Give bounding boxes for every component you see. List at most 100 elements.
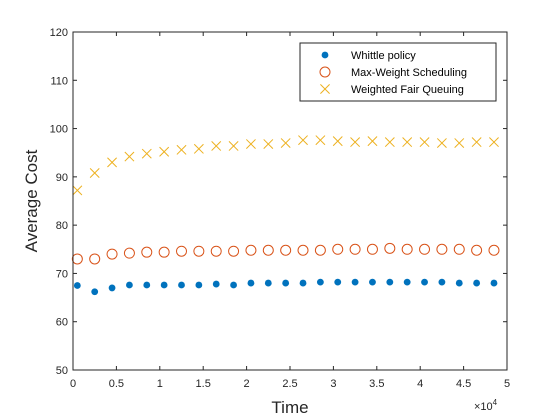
data-point: [419, 243, 431, 255]
data-point: [176, 245, 187, 257]
data-point: [419, 137, 430, 148]
x-exponent-label: ×104: [474, 398, 498, 413]
data-point: [489, 137, 499, 148]
x-tick-label: 1.5: [196, 378, 211, 390]
data-point: [401, 243, 413, 255]
legend-marker: [321, 51, 329, 59]
data-point: [334, 278, 342, 286]
data-point: [176, 144, 187, 155]
data-point: [141, 246, 153, 258]
data-point: [108, 284, 116, 292]
data-point: [212, 280, 220, 288]
data-point: [228, 141, 239, 151]
data-point: [453, 243, 465, 255]
data-point: [280, 244, 292, 256]
x-tick-label: 0.5: [109, 378, 124, 390]
data-point: [454, 138, 465, 149]
y-axis-label: Average Cost: [22, 149, 41, 252]
axis-ticks: 0 0.5 1 1.5 2 2.5 3 3.5 4 4.5 5 50 60 70 80 90 100 110 120: [50, 27, 510, 390]
data-point: [72, 185, 83, 196]
data-point: [107, 157, 118, 168]
y-tick-label: 80: [56, 220, 68, 232]
legend-marker: [320, 84, 330, 94]
legend-entry: Max-Weight Scheduling: [351, 67, 467, 79]
data-point: [421, 278, 428, 286]
data-point: [262, 244, 274, 256]
data-point: [386, 278, 394, 286]
x-tick-label: 5: [504, 378, 510, 390]
x-tick-label: 4: [417, 378, 423, 390]
data-point: [141, 148, 152, 159]
data-point: [178, 281, 185, 289]
data-point: [282, 279, 290, 287]
legend: Whittle policy Max-Weight Scheduling Weigh…: [299, 42, 497, 102]
x-axis-label: Time: [271, 398, 308, 417]
data-point: [195, 281, 203, 289]
data-point: [126, 281, 133, 289]
data-point: [366, 243, 378, 255]
data-point: [71, 253, 83, 265]
data-point: [471, 244, 483, 256]
data-point: [91, 288, 99, 296]
data-point: [350, 137, 361, 148]
data-point: [473, 279, 481, 287]
legend-marker: [319, 66, 331, 78]
data-point: [89, 253, 101, 265]
data-marks: [71, 135, 500, 296]
data-point: [332, 243, 344, 255]
data-point: [384, 242, 396, 254]
y-tick-label: 90: [56, 172, 68, 184]
data-point: [351, 278, 359, 286]
data-point: [106, 248, 118, 260]
data-point: [123, 247, 135, 259]
x-tick-label: 3.5: [369, 378, 384, 390]
data-point: [159, 146, 170, 157]
data-point: [247, 279, 255, 287]
y-tick-label: 100: [50, 124, 68, 136]
data-point: [143, 281, 151, 289]
data-point: [193, 143, 204, 154]
x-tick-label: 3: [330, 378, 336, 390]
data-point: [160, 281, 168, 289]
x-tick-label: 4.5: [456, 378, 471, 390]
legend-entry: Weighted Fair Queuing: [351, 84, 464, 96]
data-point: [245, 139, 256, 149]
x-tick-label: 0: [70, 378, 76, 390]
data-point: [455, 279, 463, 287]
data-point: [210, 245, 222, 257]
data-point: [228, 245, 240, 257]
series-2: [72, 135, 499, 196]
data-point: [124, 151, 135, 162]
y-tick-label: 110: [50, 75, 68, 87]
data-point: [245, 244, 257, 256]
x-tick-label: 1: [157, 378, 163, 390]
x-tick-label: 2.5: [282, 378, 297, 390]
data-point: [471, 137, 482, 148]
x-exponent-power: 4: [493, 398, 498, 407]
data-point: [490, 279, 498, 287]
data-point: [230, 281, 237, 289]
x-tick-label: 2: [244, 378, 250, 390]
y-tick-label: 50: [56, 365, 68, 377]
legend-entry: Whittle policy: [351, 50, 416, 62]
y-tick-label: 120: [50, 27, 68, 39]
data-point: [402, 137, 413, 148]
data-point: [488, 244, 500, 256]
y-tick-label: 60: [56, 317, 68, 329]
data-point: [369, 278, 376, 286]
data-point: [332, 136, 343, 147]
data-point: [367, 136, 378, 147]
data-point: [298, 135, 308, 146]
data-point: [158, 246, 170, 258]
data-point: [315, 135, 326, 146]
data-point: [316, 278, 324, 286]
data-point: [436, 243, 448, 255]
data-point: [73, 282, 81, 289]
y-tick-label: 70: [56, 268, 68, 280]
data-point: [436, 138, 447, 149]
data-point: [263, 139, 274, 149]
series-1: [71, 242, 500, 265]
data-point: [384, 137, 395, 148]
data-point: [211, 141, 222, 151]
